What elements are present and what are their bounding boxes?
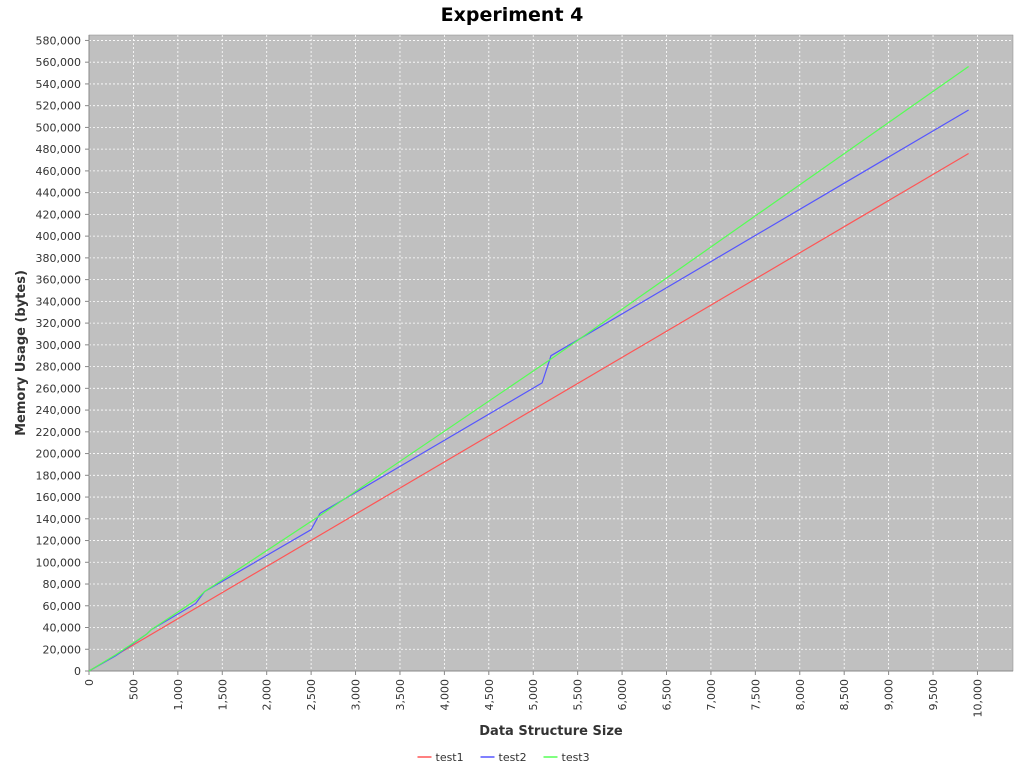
- y-tick-label: 560,000: [36, 56, 82, 69]
- legend-label-test1: test1: [436, 751, 464, 764]
- y-tick-label: 220,000: [36, 426, 82, 439]
- y-tick-label: 80,000: [43, 578, 82, 591]
- y-tick-label: 40,000: [43, 622, 82, 635]
- series-line-test3: [88, 66, 969, 672]
- legend-label-test2: test2: [499, 751, 527, 764]
- grid-lines: [89, 35, 1013, 671]
- x-tick-label: 500: [127, 679, 140, 700]
- y-tick-label: 360,000: [36, 274, 82, 287]
- x-tick-label: 3,500: [394, 679, 407, 711]
- y-tick-label: 240,000: [36, 404, 82, 417]
- legend-label-test3: test3: [562, 751, 590, 764]
- y-axis-label: Memory Usage (bytes): [14, 270, 29, 436]
- x-tick-label: 8,000: [794, 679, 807, 711]
- plot-area: [88, 34, 1014, 672]
- y-tick-label: 520,000: [36, 100, 82, 113]
- x-tick-label: 4,000: [438, 679, 451, 711]
- y-tick-label: 540,000: [36, 78, 82, 91]
- x-tick-label: 1,000: [172, 679, 185, 711]
- y-tick-label: 200,000: [36, 448, 82, 461]
- series-line-test1: [88, 152, 969, 672]
- y-tick-label: 160,000: [36, 491, 82, 504]
- y-tick-label: 140,000: [36, 513, 82, 526]
- y-tick-label: 480,000: [36, 143, 82, 156]
- y-tick-label: 260,000: [36, 382, 82, 395]
- x-tick-label: 2,000: [261, 679, 274, 711]
- y-tick-label: 420,000: [36, 208, 82, 221]
- y-tick-label: 340,000: [36, 295, 82, 308]
- y-tick-label: 20,000: [43, 643, 82, 656]
- x-tick-label: 5,500: [572, 679, 585, 711]
- y-tick-label: 300,000: [36, 339, 82, 352]
- series-lines: [88, 66, 969, 672]
- y-tick-label: 0: [74, 665, 81, 678]
- y-tick-label: 120,000: [36, 535, 82, 548]
- x-tick-label: 8,500: [838, 679, 851, 711]
- y-tick-label: 580,000: [36, 34, 82, 47]
- y-tick-label: 380,000: [36, 252, 82, 265]
- x-tick-label: 2,500: [305, 679, 318, 711]
- y-tick-label: 100,000: [36, 556, 82, 569]
- x-tick-label: 9,500: [927, 679, 940, 711]
- y-tick-label: 180,000: [36, 469, 82, 482]
- x-tick-label: 5,000: [527, 679, 540, 711]
- x-tick-label: 7,000: [705, 679, 718, 711]
- x-tick-label: 7,500: [749, 679, 762, 711]
- x-tick-label: 10,000: [971, 679, 984, 718]
- y-tick-label: 440,000: [36, 187, 82, 200]
- y-tick-label: 400,000: [36, 230, 82, 243]
- x-tick-label: 4,500: [483, 679, 496, 711]
- y-tick-label: 60,000: [43, 600, 82, 613]
- x-tick-label: 1,500: [216, 679, 229, 711]
- x-axis-label: Data Structure Size: [479, 724, 623, 739]
- x-tick-label: 0: [83, 679, 96, 686]
- y-tick-label: 320,000: [36, 317, 82, 330]
- x-tick-label: 6,500: [661, 679, 674, 711]
- legend: test1 test2 test3: [417, 751, 590, 764]
- x-tick-label: 3,000: [350, 679, 363, 711]
- y-tick-label: 460,000: [36, 165, 82, 178]
- y-tick-label: 280,000: [36, 361, 82, 374]
- y-tick-label: 500,000: [36, 121, 82, 134]
- axes: 0 20,000 40,000 60,000 80,000 100,000 120,000 1…: [36, 34, 1013, 718]
- x-tick-label: 9,000: [883, 679, 896, 711]
- x-tick-label: 6,000: [616, 679, 629, 711]
- chart-title: Experiment 4: [441, 4, 584, 26]
